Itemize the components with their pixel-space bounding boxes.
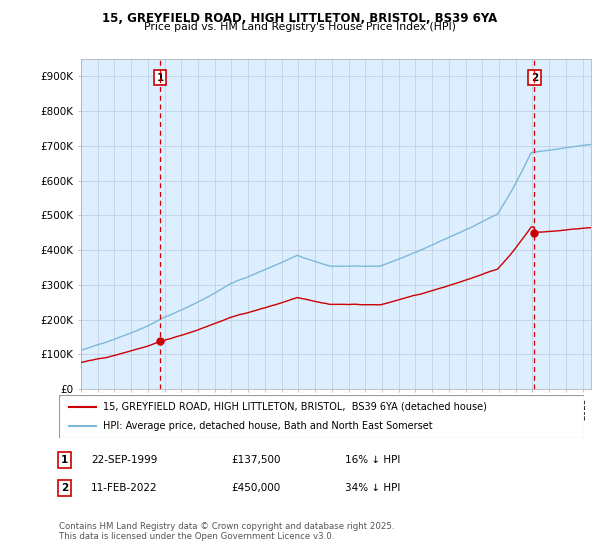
Text: £450,000: £450,000 [231,483,280,493]
Text: Price paid vs. HM Land Registry's House Price Index (HPI): Price paid vs. HM Land Registry's House … [144,22,456,32]
Text: 22-SEP-1999: 22-SEP-1999 [91,455,158,465]
Text: HPI: Average price, detached house, Bath and North East Somerset: HPI: Average price, detached house, Bath… [103,421,433,431]
Text: 1: 1 [157,73,164,83]
Text: 15, GREYFIELD ROAD, HIGH LITTLETON, BRISTOL,  BS39 6YA (detached house): 15, GREYFIELD ROAD, HIGH LITTLETON, BRIS… [103,402,487,412]
Text: 2: 2 [61,483,68,493]
Text: 34% ↓ HPI: 34% ↓ HPI [345,483,400,493]
Text: 1: 1 [61,455,68,465]
Text: 16% ↓ HPI: 16% ↓ HPI [345,455,400,465]
Text: 15, GREYFIELD ROAD, HIGH LITTLETON, BRISTOL, BS39 6YA: 15, GREYFIELD ROAD, HIGH LITTLETON, BRIS… [103,12,497,25]
Text: Contains HM Land Registry data © Crown copyright and database right 2025.
This d: Contains HM Land Registry data © Crown c… [59,522,394,542]
Text: £137,500: £137,500 [231,455,281,465]
Text: 2: 2 [531,73,538,83]
Text: 11-FEB-2022: 11-FEB-2022 [91,483,158,493]
